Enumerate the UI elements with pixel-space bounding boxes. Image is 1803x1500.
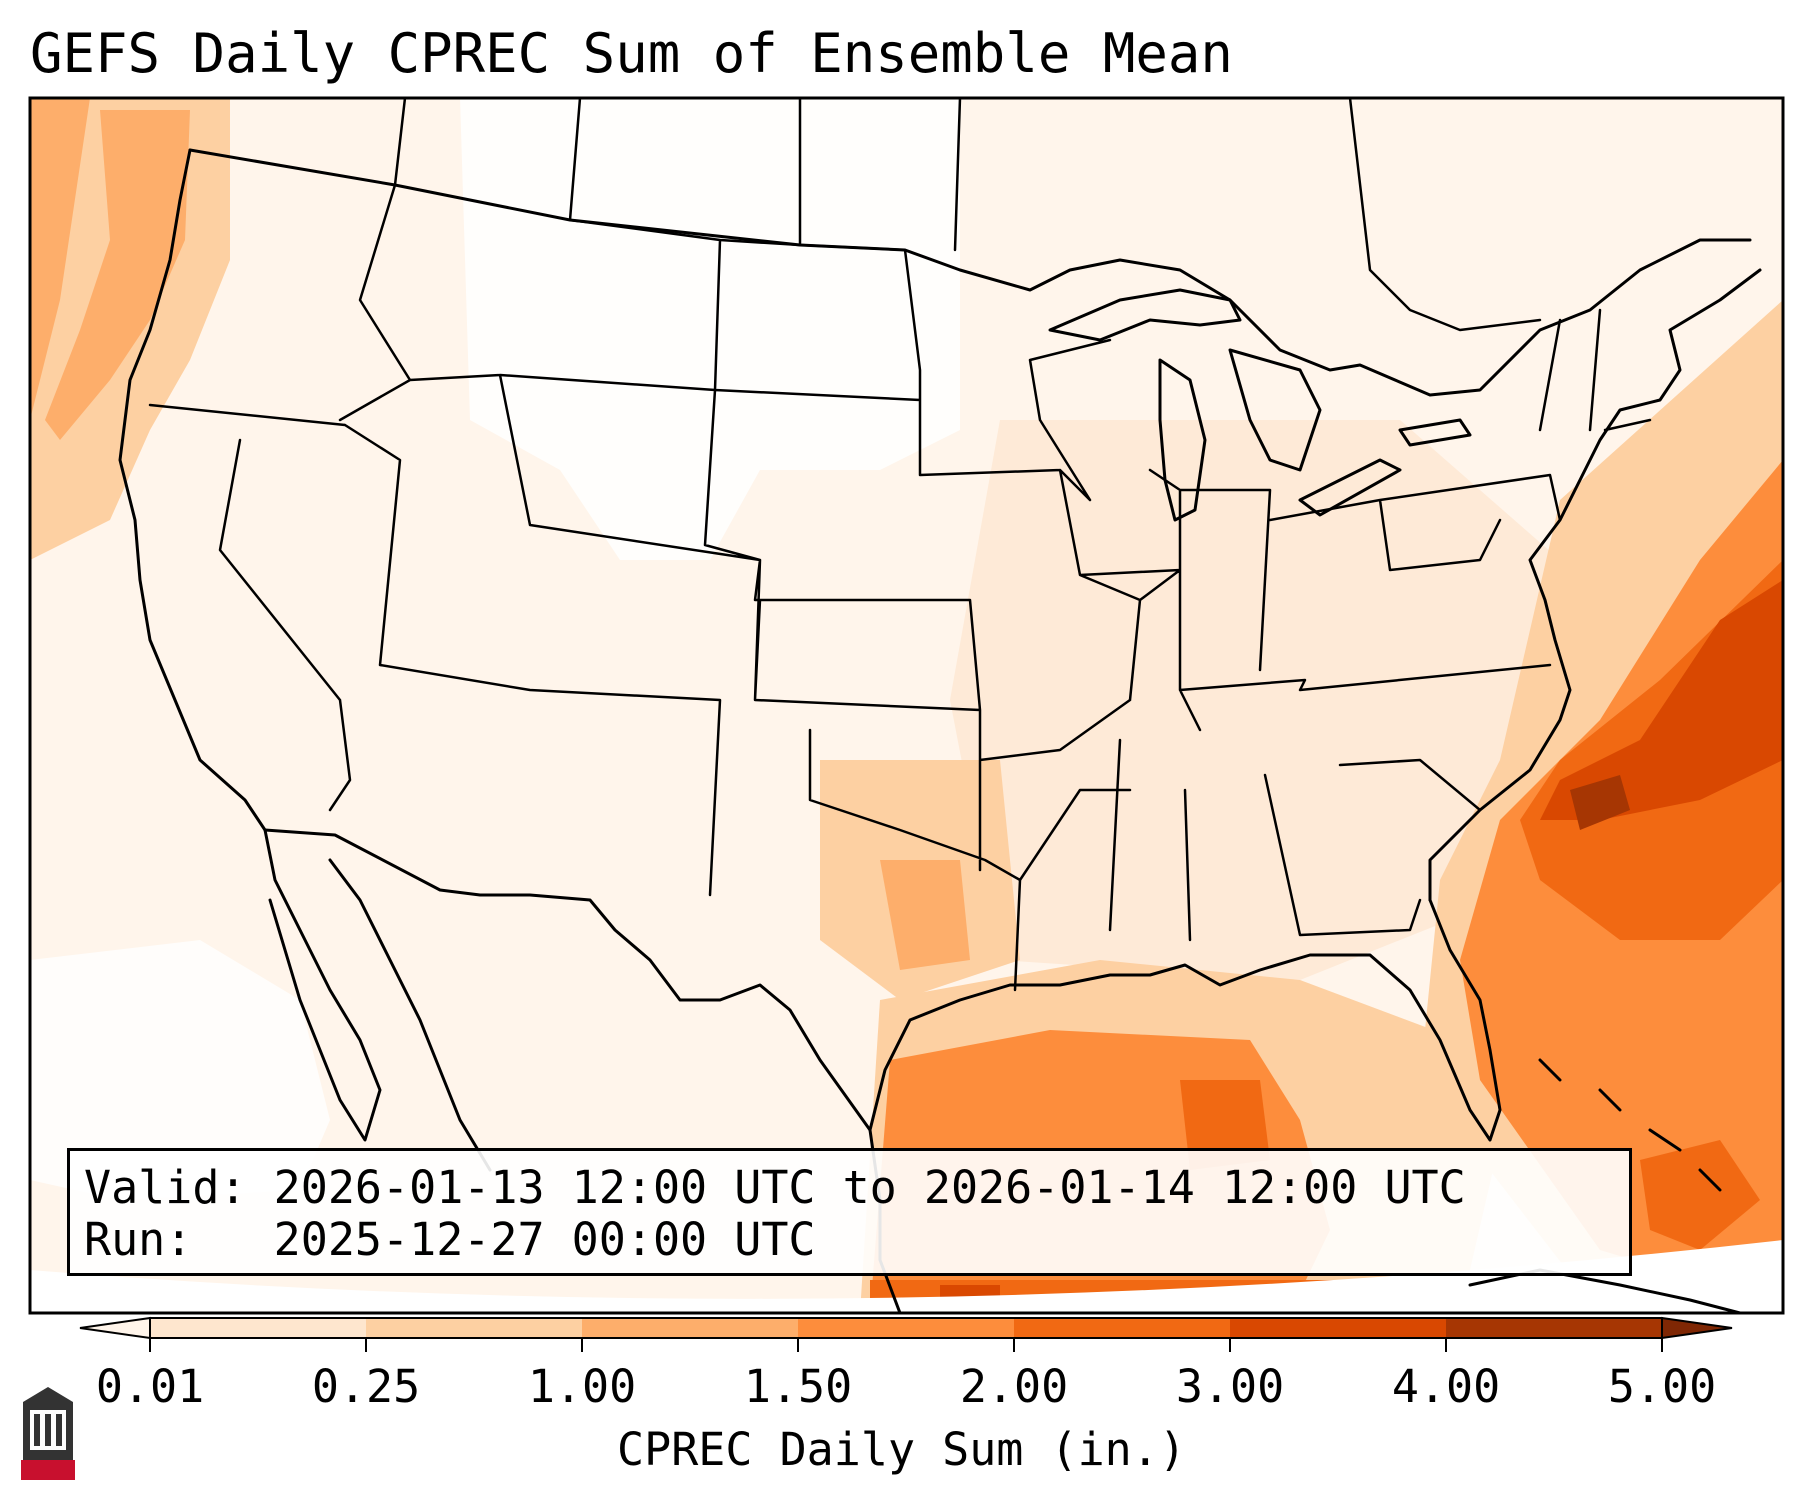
map-frame: [28, 96, 1785, 1315]
lake-erie: [1298, 458, 1402, 517]
lake-michigan: [1158, 358, 1207, 522]
lake-ontario: [1398, 418, 1472, 447]
colorbar-frame: [149, 1317, 1663, 1339]
run-value: 2025-12-27 00:00 UTC: [273, 1213, 816, 1266]
colorbar-tick-label: 5.00: [1607, 1360, 1717, 1413]
colorbar-segment: [1446, 1318, 1663, 1338]
colorbar-segment: [798, 1318, 1015, 1338]
precip-texas-core: [880, 860, 970, 970]
precip-white-north: [460, 98, 960, 560]
colorbar-tick-label: 1.50: [743, 1360, 853, 1413]
colorbar-tick-label: 4.00: [1391, 1360, 1501, 1413]
lake-huron: [1228, 348, 1322, 472]
precip-east-light: [950, 420, 1600, 980]
colorbar-tick-label: 3.00: [1175, 1360, 1285, 1413]
colorbar: [79, 1316, 1733, 1352]
valid-line: Valid: 2026-01-13 12:00 UTC to 2026-01-1…: [84, 1161, 1466, 1214]
colorbar-segment: [150, 1318, 367, 1338]
colorbar-extend-high: [1661, 1316, 1733, 1340]
colorbar-label: CPREC Daily Sum (in.): [617, 1423, 1186, 1476]
precip-atlantic-inner: [1540, 580, 1783, 820]
border-us-mexico: [263, 828, 872, 1132]
colorbar-tick-label: 0.25: [311, 1360, 421, 1413]
info-box: Valid: 2026-01-13 12:00 UTC to 2026-01-1…: [67, 1148, 1632, 1276]
colorbar-segment: [582, 1318, 799, 1338]
colorbar-extend-low: [79, 1316, 151, 1340]
coast-pacific: [118, 148, 267, 832]
precip-western-edge: [30, 98, 90, 420]
colorbar-tick-label: 0.01: [95, 1360, 205, 1413]
colorbar-segment: [1014, 1318, 1231, 1338]
coast-mexico-west: [328, 858, 492, 1172]
coast-baja: [263, 828, 382, 1142]
precip-gulf-core: [1180, 1080, 1270, 1170]
coast-atlantic: [1428, 268, 1762, 902]
colorbar-segment: [366, 1318, 583, 1338]
precip-caribbean: [1640, 1140, 1760, 1250]
niu-logo: [21, 1387, 75, 1480]
valid-value: 2026-01-13 12:00 UTC to 2026-01-14 12:00…: [273, 1161, 1466, 1214]
projection-edge: [30, 1240, 1783, 1313]
precip-pacific-band: [45, 110, 190, 440]
map-title: GEFS Daily CPREC Sum of Ensemble Mean: [30, 22, 1233, 85]
lake-superior: [1048, 288, 1242, 342]
state-borders: [148, 183, 1652, 992]
precip-white-southwest: [30, 940, 330, 1200]
valid-label: Valid:: [84, 1161, 247, 1214]
coast-bahamas: [1538, 1058, 1722, 1192]
colorbar-tick-label: 2.00: [959, 1360, 1069, 1413]
precip-atlantic-max: [1570, 775, 1630, 830]
run-line: Run: 2025-12-27 00:00 UTC: [84, 1213, 816, 1266]
province-borders: [393, 98, 1542, 332]
coast-gulf: [868, 898, 1502, 1142]
run-label: Run:: [84, 1213, 193, 1266]
colorbar-segment: [1230, 1318, 1447, 1338]
colorbar-tick-label: 1.00: [527, 1360, 637, 1413]
